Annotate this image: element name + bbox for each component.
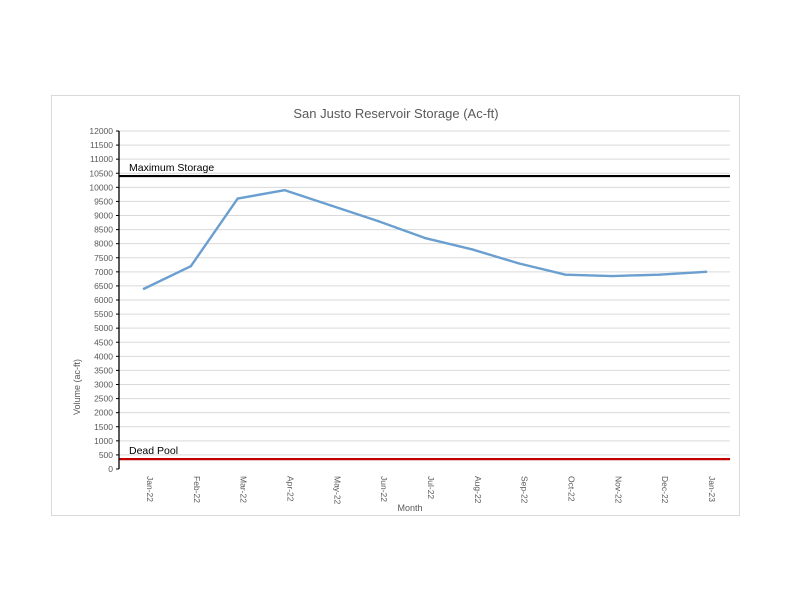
x-tick-label: Dec-22 <box>660 476 670 504</box>
x-tick-label: Jan-23 <box>707 476 717 502</box>
data-point <box>376 219 380 223</box>
line-chart: San Justo Reservoir Storage (Ac-ft) 0 500… <box>72 106 730 513</box>
y-tick-label: 2000 <box>94 408 113 418</box>
data-point <box>611 274 614 278</box>
y-tick-label: 1000 <box>94 436 113 446</box>
gridlines <box>116 130 730 470</box>
reference-lines: Maximum Storage Dead Pool <box>119 162 730 461</box>
data-point <box>423 236 427 240</box>
y-tick-label: 9500 <box>94 196 113 206</box>
data-point <box>330 204 333 207</box>
data-point <box>564 273 567 276</box>
y-tick-label: 7000 <box>94 267 113 277</box>
y-axis-label: Volume (ac-ft) <box>72 359 82 415</box>
x-tick-label: Mar-22 <box>239 476 249 503</box>
y-tick-label: 0 <box>108 464 113 474</box>
x-tick-label: Oct-22 <box>567 476 577 502</box>
data-point <box>189 265 193 268</box>
y-tick-label: 6000 <box>94 295 113 305</box>
y-tick-label: 1500 <box>94 422 113 432</box>
y-tick-label: 5000 <box>94 323 113 333</box>
y-tick-label: 4000 <box>94 351 113 361</box>
data-point <box>657 273 661 276</box>
y-tick-label: 5500 <box>94 309 113 319</box>
x-tick-label: Jan-22 <box>145 476 155 502</box>
data-point <box>283 188 286 192</box>
series-line <box>142 188 708 290</box>
x-tick-label: Aug-22 <box>473 476 483 504</box>
y-tick-label: 3000 <box>94 380 113 390</box>
x-tick-label: Jul-22 <box>426 476 436 499</box>
x-tick-label: Apr-22 <box>286 476 296 502</box>
reference-line-label: Maximum Storage <box>129 162 214 174</box>
y-tick-label: 9000 <box>94 211 113 221</box>
y-tick-label: 8000 <box>94 239 113 249</box>
data-point <box>470 248 474 251</box>
y-tick-label: 12000 <box>89 126 113 136</box>
data-point <box>236 197 239 200</box>
y-tick-label: 10000 <box>89 182 113 192</box>
y-tick-label: 2500 <box>94 394 113 404</box>
x-axis-label: Month <box>397 503 422 513</box>
x-tick-label: Feb-22 <box>192 476 202 503</box>
chart-container: San Justo Reservoir Storage (Ac-ft) 0 500… <box>51 95 740 516</box>
data-point <box>704 270 708 274</box>
y-tick-label: 11500 <box>90 140 113 150</box>
x-tick-label: May-22 <box>332 476 342 505</box>
data-point <box>517 262 520 265</box>
y-tick-label: 500 <box>99 450 113 460</box>
x-tick-label: Nov-22 <box>613 476 623 504</box>
x-tick-label: Sep-22 <box>520 476 530 504</box>
y-tick-label: 4500 <box>94 337 113 347</box>
reference-line-label: Dead Pool <box>129 445 178 457</box>
x-tick-labels: Jan-22 Feb-22 Mar-22 Apr-22 May-22 Jun-22 Jul-… <box>145 476 717 505</box>
y-tick-labels: 0 500 1000 1500 2000 2500 3000 3500 4000 4500 5000… <box>89 126 113 474</box>
y-tick-label: 6500 <box>94 281 113 291</box>
data-series <box>142 188 708 290</box>
x-tick-label: Jun-22 <box>379 476 389 502</box>
y-tick-label: 10500 <box>89 168 113 178</box>
y-tick-label: 11000 <box>90 154 113 164</box>
chart-title: San Justo Reservoir Storage (Ac-ft) <box>293 106 498 121</box>
data-point <box>142 287 146 290</box>
y-tick-label: 7500 <box>94 253 113 263</box>
y-tick-label: 3500 <box>94 365 113 375</box>
y-tick-label: 8500 <box>94 225 113 235</box>
